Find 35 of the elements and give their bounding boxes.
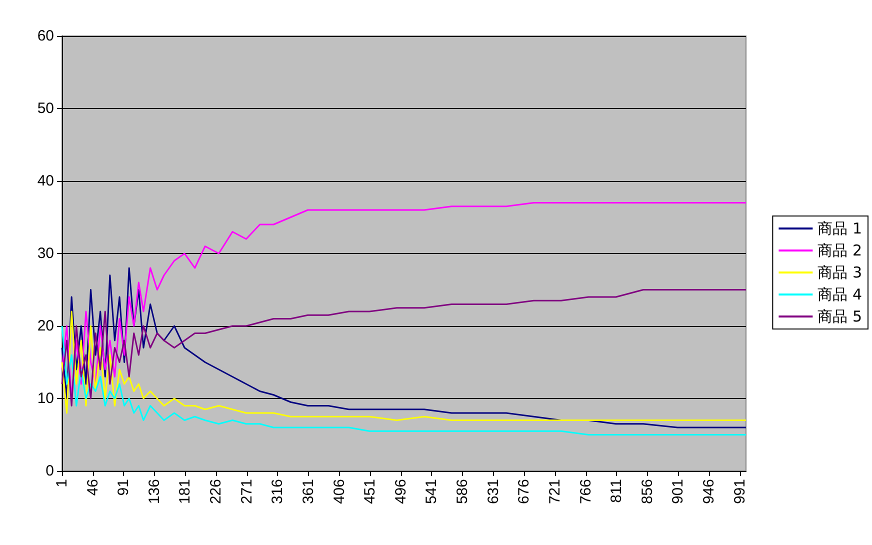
y-tick-label: 60 — [37, 28, 54, 44]
x-tick-label: 721 — [546, 479, 564, 504]
legend-label: 商品 3 — [818, 264, 862, 282]
x-tick-label: 991 — [731, 479, 748, 504]
x-tick-label: 496 — [392, 479, 410, 504]
x-tick-label: 811 — [608, 479, 626, 503]
x-tick-label: 181 — [176, 479, 194, 504]
x-tick-label: 451 — [362, 479, 379, 504]
legend-label: 商品 1 — [818, 220, 862, 238]
y-tick-label: 40 — [37, 172, 54, 190]
x-tick-label: 136 — [146, 479, 163, 504]
x-tick-label: 586 — [454, 479, 472, 504]
y-tick-label: 0 — [46, 462, 54, 480]
x-tick-label: 676 — [516, 479, 533, 504]
x-tick-label: 91 — [115, 479, 132, 496]
legend-label: 商品 4 — [818, 286, 862, 304]
x-tick-label: 946 — [700, 479, 718, 504]
x-tick-label: 316 — [269, 479, 286, 504]
y-tick-label: 20 — [37, 318, 54, 334]
x-tick-label: 406 — [330, 479, 348, 504]
x-tick-label: 361 — [300, 479, 317, 504]
x-tick-label: 766 — [577, 479, 594, 504]
x-tick-label: 226 — [208, 479, 225, 504]
x-tick-label: 631 — [484, 479, 502, 504]
y-tick-label: 30 — [37, 245, 54, 262]
legend-label: 商品 2 — [818, 242, 862, 260]
y-tick-label: 50 — [37, 100, 54, 117]
x-tick-label: 901 — [670, 479, 687, 504]
x-tick-label: 856 — [638, 479, 656, 504]
y-tick-label: 10 — [37, 390, 54, 407]
x-tick-label: 541 — [423, 479, 440, 504]
x-tick-label: 271 — [238, 479, 256, 504]
x-tick-label: 46 — [84, 479, 102, 496]
x-tick-label: 1 — [54, 479, 70, 488]
legend-label: 商品 5 — [818, 308, 862, 326]
